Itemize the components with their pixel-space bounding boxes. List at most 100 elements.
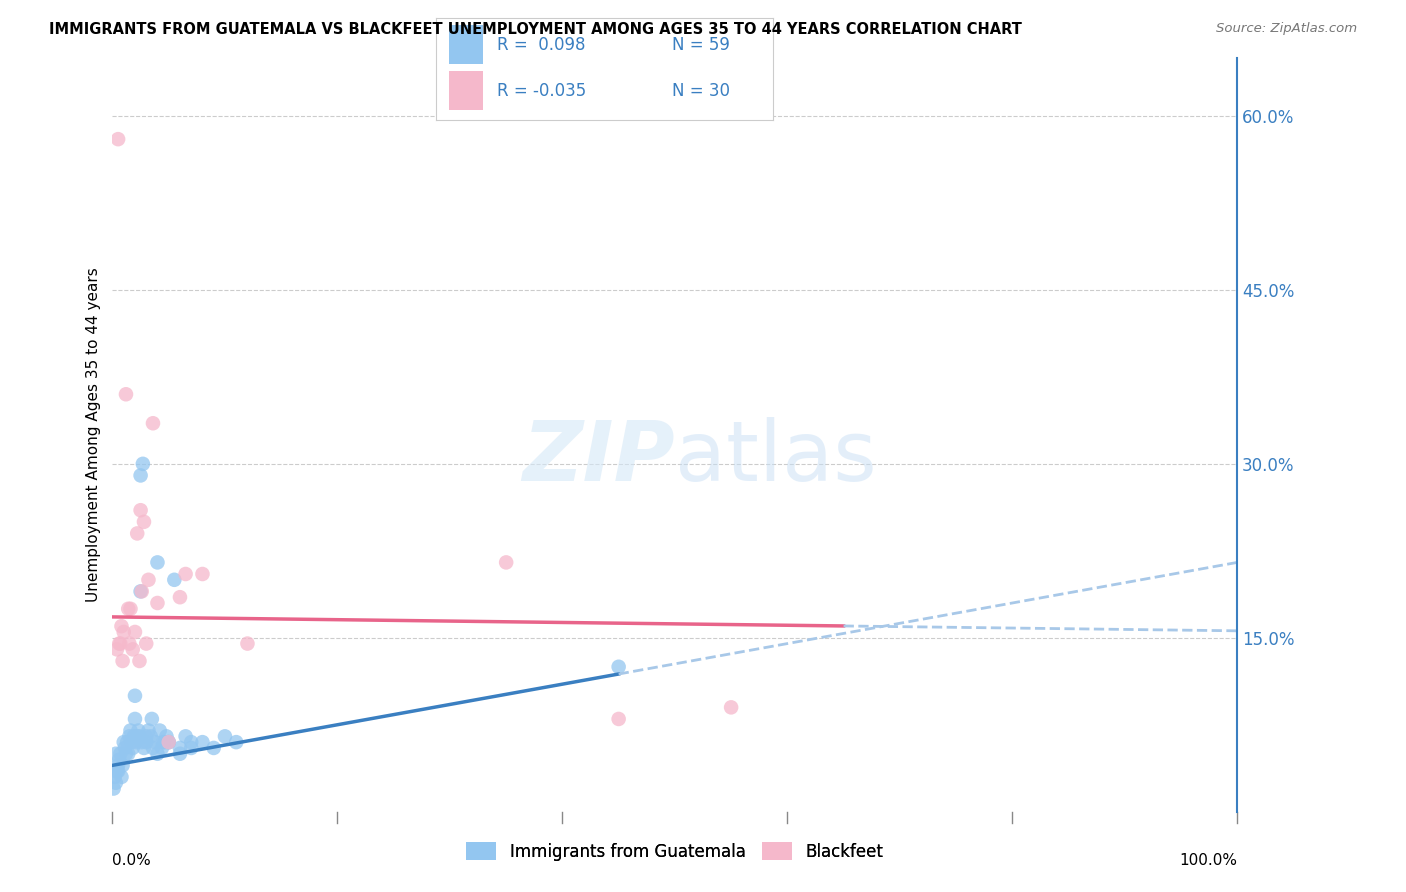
Point (150, 740, 173, 755)
Point (135, 735, 157, 749)
Point (720, 700, 742, 714)
Point (103, 781, 125, 796)
Point (124, 689, 146, 703)
Point (120, 723, 142, 738)
Point (152, 735, 174, 749)
Point (122, 730, 145, 744)
Point (214, 730, 236, 744)
Point (121, 735, 143, 749)
Legend: Immigrants from Guatemala, Blackfeet: Immigrants from Guatemala, Blackfeet (460, 836, 890, 867)
Text: atlas: atlas (675, 417, 876, 498)
Point (191, 567, 214, 582)
Point (127, 730, 149, 744)
Text: IMMIGRANTS FROM GUATEMALA VS BLACKFEET UNEMPLOYMENT AMONG AGES 35 TO 44 YEARS CO: IMMIGRANTS FROM GUATEMALA VS BLACKFEET U… (49, 22, 1022, 37)
Point (132, 740, 155, 755)
Point (141, 712, 163, 726)
Point (146, 596, 169, 610)
Point (169, 747, 191, 761)
Point (108, 753, 131, 767)
Point (607, 712, 630, 726)
Point (225, 735, 247, 749)
Point (128, 730, 150, 744)
Text: N = 30: N = 30 (672, 82, 730, 100)
Point (110, 619, 132, 633)
Point (118, 637, 141, 651)
Point (139, 730, 162, 744)
Point (107, 764, 129, 778)
Point (124, 624, 146, 639)
Point (117, 747, 139, 761)
Point (135, 730, 157, 744)
Point (124, 712, 146, 726)
Point (607, 660, 630, 674)
Point (104, 770, 127, 784)
Point (155, 730, 177, 744)
Point (112, 735, 135, 749)
Point (146, 747, 169, 761)
Point (110, 747, 132, 761)
Point (142, 416, 165, 430)
Point (129, 503, 152, 517)
Point (202, 740, 225, 755)
Point (125, 735, 148, 749)
Point (104, 776, 127, 790)
Text: R = -0.035: R = -0.035 (496, 82, 586, 100)
Point (117, 602, 139, 616)
Point (495, 555, 517, 570)
Text: N = 59: N = 59 (672, 36, 730, 54)
Text: ZIP: ZIP (522, 417, 675, 498)
Point (146, 555, 169, 570)
Point (143, 735, 166, 749)
Point (127, 723, 149, 738)
Bar (450, 25, 484, 64)
Point (131, 735, 153, 749)
Text: 100.0%: 100.0% (1180, 853, 1237, 868)
Point (157, 735, 180, 749)
Point (142, 740, 165, 755)
Point (132, 457, 155, 471)
Point (112, 624, 135, 639)
Point (110, 770, 132, 784)
Point (108, 637, 131, 651)
Point (236, 637, 259, 651)
Point (180, 735, 202, 749)
Point (129, 468, 152, 483)
Point (138, 573, 160, 587)
Point (163, 573, 186, 587)
Point (149, 723, 172, 738)
Point (174, 567, 197, 582)
Point (115, 735, 138, 749)
Point (180, 740, 202, 755)
Point (132, 515, 155, 529)
Point (118, 730, 141, 744)
Point (129, 584, 152, 599)
Y-axis label: Unemployment Among Ages 35 to 44 years: Unemployment Among Ages 35 to 44 years (86, 268, 101, 602)
Point (157, 735, 180, 749)
Bar (450, 71, 484, 110)
Point (135, 637, 157, 651)
Point (111, 758, 134, 772)
Point (169, 740, 191, 755)
Point (120, 602, 142, 616)
Point (121, 642, 143, 657)
Point (121, 740, 143, 755)
Point (107, 758, 129, 772)
Point (153, 735, 176, 749)
Point (115, 747, 138, 761)
Point (114, 740, 136, 755)
Point (157, 735, 180, 749)
Point (174, 730, 197, 744)
Text: Source: ZipAtlas.com: Source: ZipAtlas.com (1216, 22, 1357, 36)
Point (105, 764, 128, 778)
Point (169, 591, 191, 605)
Point (131, 584, 153, 599)
Point (191, 735, 214, 749)
Point (110, 637, 132, 651)
Point (104, 747, 127, 761)
Point (128, 654, 150, 668)
Point (105, 642, 128, 657)
Text: R =  0.098: R = 0.098 (496, 36, 585, 54)
Point (107, 132, 129, 146)
Text: 0.0%: 0.0% (112, 853, 152, 868)
Point (115, 387, 138, 401)
